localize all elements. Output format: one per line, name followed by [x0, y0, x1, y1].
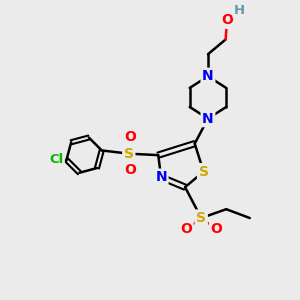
- Text: O: O: [180, 222, 192, 236]
- Text: S: S: [196, 211, 206, 225]
- Text: N: N: [202, 69, 214, 83]
- Text: H: H: [234, 4, 245, 17]
- Text: N: N: [202, 112, 214, 126]
- Text: S: S: [199, 165, 208, 178]
- Text: S: S: [124, 147, 134, 161]
- Text: N: N: [155, 170, 167, 184]
- Text: O: O: [124, 163, 136, 177]
- Text: O: O: [211, 222, 223, 236]
- Text: O: O: [221, 14, 233, 27]
- Text: Cl: Cl: [49, 153, 63, 167]
- Text: O: O: [124, 130, 136, 145]
